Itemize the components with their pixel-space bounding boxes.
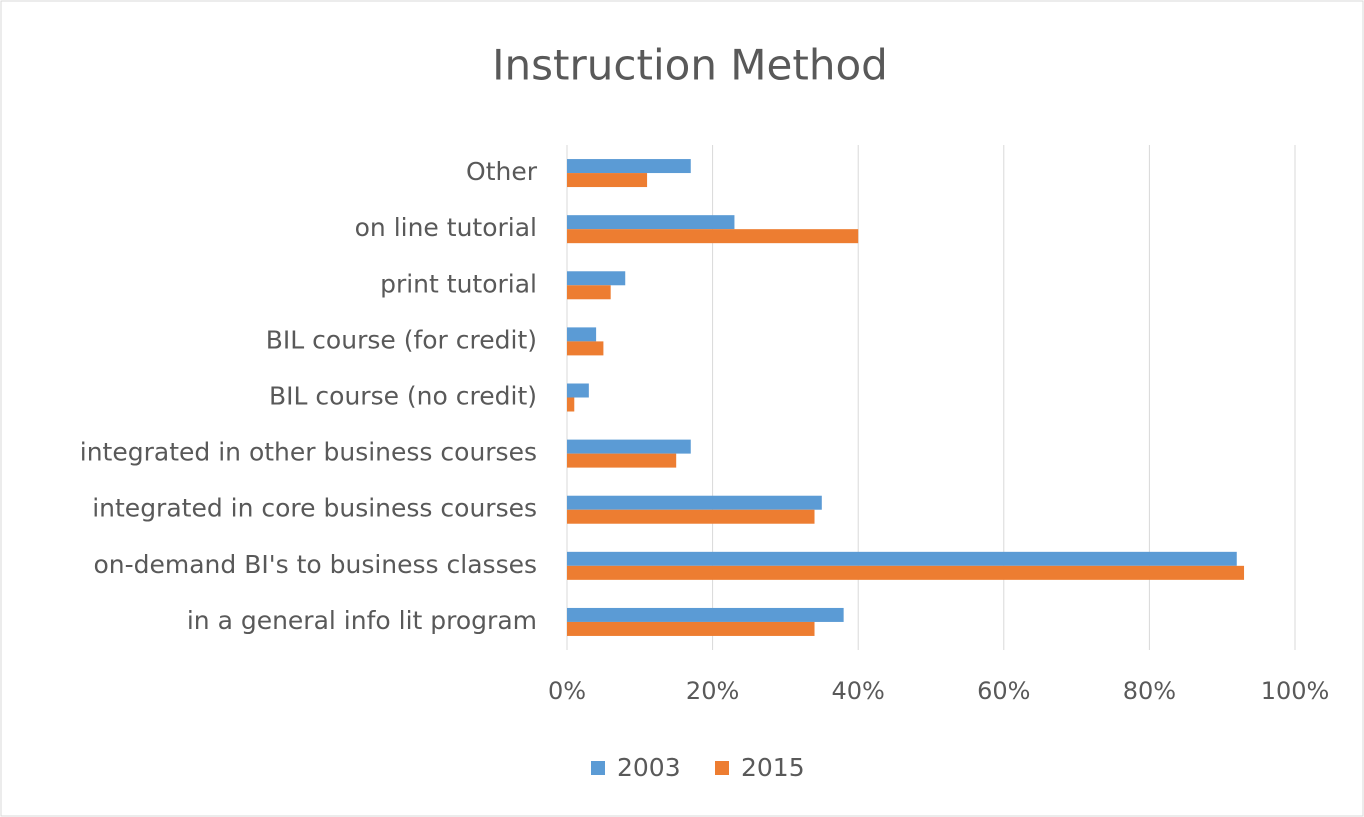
bar (567, 621, 815, 636)
bar (567, 495, 822, 510)
bar (567, 159, 691, 174)
bar (567, 551, 1237, 566)
bar (567, 285, 611, 300)
bar (567, 215, 735, 230)
legend-label: 2015 (741, 753, 805, 782)
bar (567, 271, 626, 286)
bar (567, 509, 815, 524)
x-tick-label: 0% (548, 677, 586, 705)
bar (567, 453, 677, 468)
bar (567, 229, 859, 244)
x-tick-label: 100% (1261, 677, 1330, 705)
bar (567, 341, 604, 356)
y-tick-label: Other (466, 157, 538, 186)
x-tick-label: 60% (977, 677, 1030, 705)
bar (567, 397, 575, 412)
chart-title: Instruction Method (492, 41, 888, 90)
bar (567, 327, 597, 342)
bar (567, 173, 648, 188)
bar (567, 565, 1245, 580)
x-tick-label: 40% (832, 677, 885, 705)
y-tick-label: integrated in core business courses (92, 494, 537, 523)
legend-swatch (591, 761, 605, 775)
x-tick-label: 20% (686, 677, 739, 705)
y-tick-label: integrated in other business courses (80, 438, 537, 467)
y-tick-label: in a general info lit program (187, 606, 537, 635)
bar (567, 383, 589, 398)
y-tick-label: BIL course (for credit) (266, 325, 537, 354)
bar (567, 439, 691, 454)
y-tick-label: BIL course (no credit) (269, 382, 537, 411)
x-tick-label: 80% (1123, 677, 1176, 705)
legend-label: 2003 (617, 753, 681, 782)
bar (567, 607, 844, 622)
y-tick-label: print tutorial (380, 269, 537, 298)
legend-swatch (715, 761, 729, 775)
y-tick-label: on-demand BI's to business classes (93, 550, 537, 579)
y-tick-label: on line tutorial (355, 213, 537, 242)
